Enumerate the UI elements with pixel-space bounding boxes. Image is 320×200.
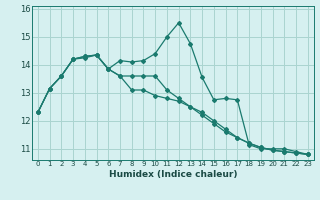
X-axis label: Humidex (Indice chaleur): Humidex (Indice chaleur) — [108, 170, 237, 179]
